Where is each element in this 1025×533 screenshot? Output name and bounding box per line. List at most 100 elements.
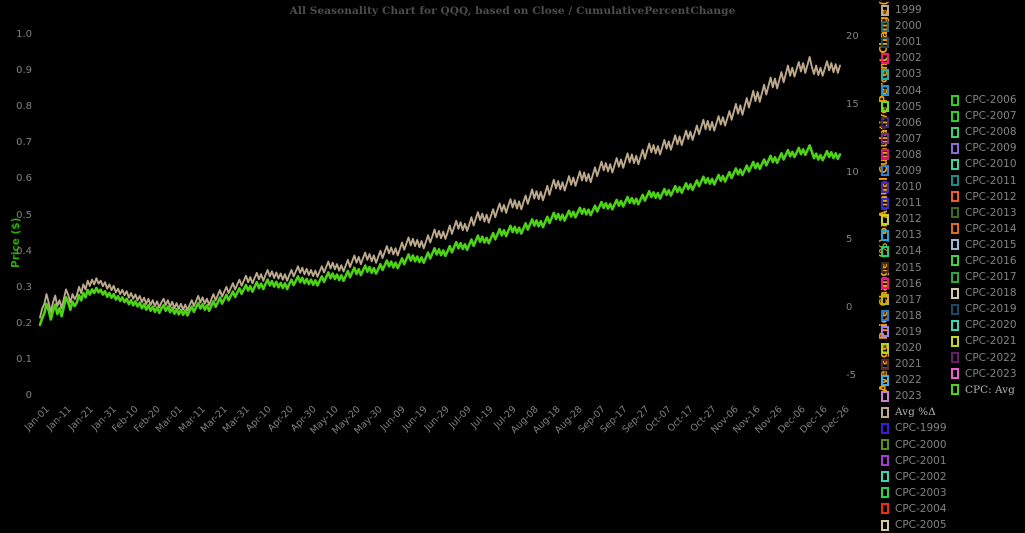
legend-swatch-icon bbox=[881, 471, 889, 483]
legend-label: 2010 bbox=[895, 181, 922, 194]
legend-item[interactable]: CPC: Avg bbox=[951, 382, 1017, 398]
legend-swatch-icon bbox=[951, 255, 959, 267]
legend-item[interactable]: CPC-2000 bbox=[881, 437, 947, 453]
legend-item[interactable]: CPC-2001 bbox=[881, 453, 947, 469]
legend-item[interactable]: 1999 bbox=[881, 2, 947, 18]
legend-item[interactable]: 2002 bbox=[881, 50, 947, 66]
legend-label: 2007 bbox=[895, 132, 922, 145]
legend-item[interactable]: CPC-2008 bbox=[951, 124, 1017, 140]
legend-label: 2013 bbox=[895, 229, 922, 242]
legend-item[interactable]: 2006 bbox=[881, 115, 947, 131]
legend-item[interactable]: 2012 bbox=[881, 211, 947, 227]
legend-item[interactable]: 2001 bbox=[881, 34, 947, 50]
legend-swatch-icon bbox=[881, 4, 889, 16]
legend-item[interactable]: CPC-2018 bbox=[951, 285, 1017, 301]
y-tick-left: 0.2 bbox=[16, 317, 32, 329]
legend-swatch-icon bbox=[881, 455, 889, 467]
legend-item[interactable]: 2007 bbox=[881, 131, 947, 147]
legend-swatch-icon bbox=[951, 319, 959, 331]
legend-swatch-icon bbox=[951, 239, 959, 251]
legend-item[interactable]: 2009 bbox=[881, 163, 947, 179]
legend-swatch-icon bbox=[881, 294, 889, 306]
legend-item[interactable]: CPC-2023 bbox=[951, 366, 1017, 382]
legend-item[interactable]: CPC-2017 bbox=[951, 269, 1017, 285]
legend-item[interactable]: 2004 bbox=[881, 82, 947, 98]
legend-item[interactable]: 2017 bbox=[881, 292, 947, 308]
y-tick-left: 0.5 bbox=[16, 209, 32, 221]
legend-item[interactable]: 2022 bbox=[881, 372, 947, 388]
legend-item[interactable]: 2021 bbox=[881, 356, 947, 372]
legend-label: 2008 bbox=[895, 148, 922, 161]
legend-item[interactable]: CPC-2002 bbox=[881, 469, 947, 485]
legend-swatch-icon bbox=[881, 181, 889, 193]
legend-item[interactable]: 2000 bbox=[881, 18, 947, 34]
legend-swatch-icon bbox=[881, 310, 889, 322]
legend-label: CPC: Avg bbox=[965, 383, 1015, 396]
legend-swatch-icon bbox=[881, 422, 889, 434]
legend-item[interactable]: CPC-2012 bbox=[951, 189, 1017, 205]
legend-label: CPC-1999 bbox=[895, 422, 947, 435]
legend-item[interactable]: CPC-2014 bbox=[951, 221, 1017, 237]
legend-item[interactable]: CPC-2007 bbox=[951, 108, 1017, 124]
legend-item[interactable]: CPC-2019 bbox=[951, 301, 1017, 317]
legend-item[interactable]: 2003 bbox=[881, 66, 947, 82]
legend-item[interactable]: CPC-2003 bbox=[881, 485, 947, 501]
legend-item[interactable]: 2005 bbox=[881, 99, 947, 115]
legend-item[interactable]: 2023 bbox=[881, 388, 947, 404]
legend-swatch-icon bbox=[951, 110, 959, 122]
legend-item[interactable]: CPC-2022 bbox=[951, 350, 1017, 366]
legend-label: Avg %Δ bbox=[895, 406, 936, 419]
legend-item[interactable]: 2015 bbox=[881, 260, 947, 276]
legend-column-2: CPC-2006 CPC-2007 CPC-2008 CPC-2009 CPC-2010… bbox=[951, 92, 1017, 398]
legend-label: 2011 bbox=[895, 197, 922, 210]
legend-swatch-icon bbox=[881, 165, 889, 177]
legend-item[interactable]: 2016 bbox=[881, 276, 947, 292]
legend-item[interactable]: 2013 bbox=[881, 227, 947, 243]
legend-item[interactable]: 2020 bbox=[881, 340, 947, 356]
legend-swatch-icon bbox=[881, 68, 889, 80]
legend-item[interactable]: CPC-2004 bbox=[881, 501, 947, 517]
legend-label: CPC-2016 bbox=[965, 254, 1017, 267]
legend-label: 2012 bbox=[895, 213, 922, 226]
legend-item[interactable]: 2011 bbox=[881, 195, 947, 211]
legend-label: CPC-2020 bbox=[965, 319, 1017, 332]
legend-item[interactable]: CPC-2011 bbox=[951, 172, 1017, 188]
legend-label: 2000 bbox=[895, 20, 922, 33]
legend-label: CPC-2018 bbox=[965, 287, 1017, 300]
legend-swatch-icon bbox=[881, 503, 889, 515]
legend-item[interactable]: 2010 bbox=[881, 179, 947, 195]
y-tick-left: 0.7 bbox=[16, 137, 32, 149]
legend-item[interactable]: Avg %Δ bbox=[881, 404, 947, 420]
legend-item[interactable]: CPC-2015 bbox=[951, 237, 1017, 253]
legend-swatch-icon bbox=[951, 384, 959, 396]
legend-swatch-icon bbox=[951, 223, 959, 235]
legend-label: CPC-2004 bbox=[895, 502, 947, 515]
legend-label: CPC-2000 bbox=[895, 438, 947, 451]
legend-item[interactable]: 2019 bbox=[881, 324, 947, 340]
legend-item[interactable]: CPC-2010 bbox=[951, 156, 1017, 172]
legend-item[interactable]: 2008 bbox=[881, 147, 947, 163]
legend-swatch-icon bbox=[881, 149, 889, 161]
y-tick-right: 15 bbox=[846, 98, 859, 110]
legend-item[interactable]: CPC-2006 bbox=[951, 92, 1017, 108]
chart-title: All Seasonality Chart for QQQ, based on … bbox=[289, 5, 736, 17]
legend-swatch-icon bbox=[881, 133, 889, 145]
legend-label: 2019 bbox=[895, 325, 922, 338]
legend-item[interactable]: CPC-2020 bbox=[951, 317, 1017, 333]
legend-label: CPC-2009 bbox=[965, 142, 1017, 155]
legend-item[interactable]: 2018 bbox=[881, 308, 947, 324]
legend-item[interactable]: CPC-2016 bbox=[951, 253, 1017, 269]
legend-label: 2021 bbox=[895, 358, 922, 371]
legend-item[interactable]: CPC-1999 bbox=[881, 420, 947, 436]
legend-swatch-icon bbox=[951, 126, 959, 138]
legend-swatch-icon bbox=[881, 117, 889, 129]
y-tick-right: 10 bbox=[846, 166, 859, 178]
legend-item[interactable]: CPC-2005 bbox=[881, 517, 947, 533]
legend-swatch-icon bbox=[881, 245, 889, 257]
legend-item[interactable]: CPC-2009 bbox=[951, 140, 1017, 156]
legend-label: 2004 bbox=[895, 84, 922, 97]
legend-item[interactable]: CPC-2013 bbox=[951, 205, 1017, 221]
legend-swatch-icon bbox=[881, 213, 889, 225]
legend-item[interactable]: CPC-2021 bbox=[951, 333, 1017, 349]
legend-item[interactable]: 2014 bbox=[881, 243, 947, 259]
